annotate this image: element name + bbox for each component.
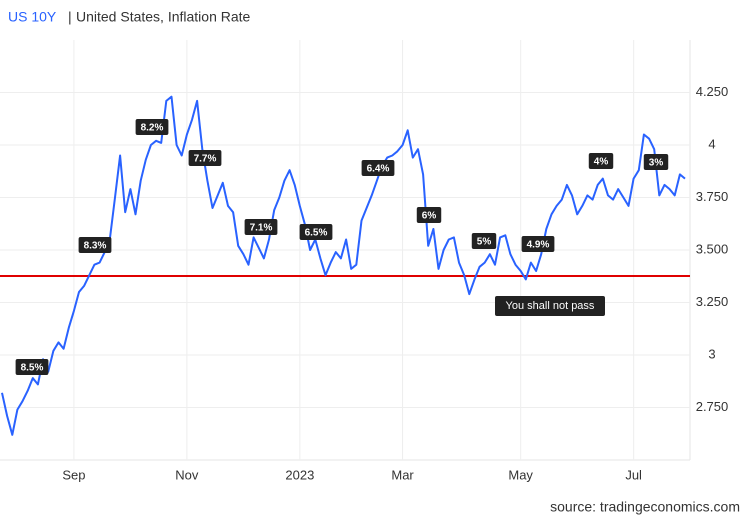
- annotation: 7.7%: [188, 150, 222, 166]
- x-tick-label: 2023: [285, 467, 314, 482]
- annotation-box: [78, 237, 112, 253]
- annotation-box: [643, 154, 669, 170]
- y-tick-label: 4: [708, 136, 715, 151]
- x-tick-label: Sep: [62, 467, 85, 482]
- annotation: 8.2%: [135, 119, 169, 135]
- annotation: 4.9%: [521, 236, 555, 252]
- annotation-box: [15, 359, 49, 375]
- annotation-label: 7.7%: [194, 154, 217, 165]
- tooltip: You shall not pass: [495, 296, 605, 316]
- annotation-label: 8.5%: [21, 363, 44, 374]
- y-tick-label: 4.250: [696, 84, 729, 99]
- tooltip-label: You shall not pass: [506, 300, 595, 312]
- y-tick-label: 3.750: [696, 189, 729, 204]
- series-line: [1, 95, 686, 436]
- legend-series: US 10Y: [8, 9, 57, 25]
- annotation: 8.3%: [78, 237, 112, 253]
- y-tick-label: 2.750: [696, 399, 729, 414]
- annotation: 6%: [416, 207, 442, 223]
- annotation: 4%: [588, 153, 614, 169]
- annotation-label: 4%: [594, 157, 609, 168]
- annotation: 5%: [471, 233, 497, 249]
- x-tick-label: Mar: [391, 467, 414, 482]
- annotation-box: [521, 236, 555, 252]
- annotation-box: [361, 160, 395, 176]
- annotation: 6.4%: [361, 160, 395, 176]
- x-tick-label: Nov: [175, 467, 199, 482]
- annotation-label: 8.3%: [84, 241, 107, 252]
- annotation-label: 4.9%: [527, 240, 550, 251]
- annotation: 7.1%: [244, 219, 278, 235]
- source: source: tradingeconomics.com: [550, 499, 740, 515]
- legend-series: United States, Inflation Rate: [76, 9, 251, 25]
- annotation-label: 6%: [422, 211, 437, 222]
- annotation: 8.5%: [15, 359, 49, 375]
- annotation-label: 8.2%: [141, 123, 164, 134]
- x-tick-label: Jul: [625, 467, 642, 482]
- annotation-label: 3%: [649, 158, 664, 169]
- annotation-box: [588, 153, 614, 169]
- annotation-label: 6.4%: [367, 164, 390, 175]
- y-tick-label: 3.250: [696, 294, 729, 309]
- annotation: 3%: [643, 154, 669, 170]
- x-tick-label: May: [508, 467, 533, 482]
- annotation-box: [244, 219, 278, 235]
- annotation-box: [188, 150, 222, 166]
- annotation-label: 6.5%: [305, 228, 328, 239]
- y-tick-label: 3: [708, 346, 715, 361]
- annotation-box: [416, 207, 442, 223]
- tooltip-box: [495, 296, 605, 316]
- annotation: 6.5%: [299, 224, 333, 240]
- annotation-label: 5%: [477, 237, 492, 248]
- annotation-label: 7.1%: [250, 223, 273, 234]
- y-tick-label: 3.500: [696, 241, 729, 256]
- annotation-box: [135, 119, 169, 135]
- annotation-box: [299, 224, 333, 240]
- legend-separator: |: [68, 9, 72, 25]
- annotation-box: [471, 233, 497, 249]
